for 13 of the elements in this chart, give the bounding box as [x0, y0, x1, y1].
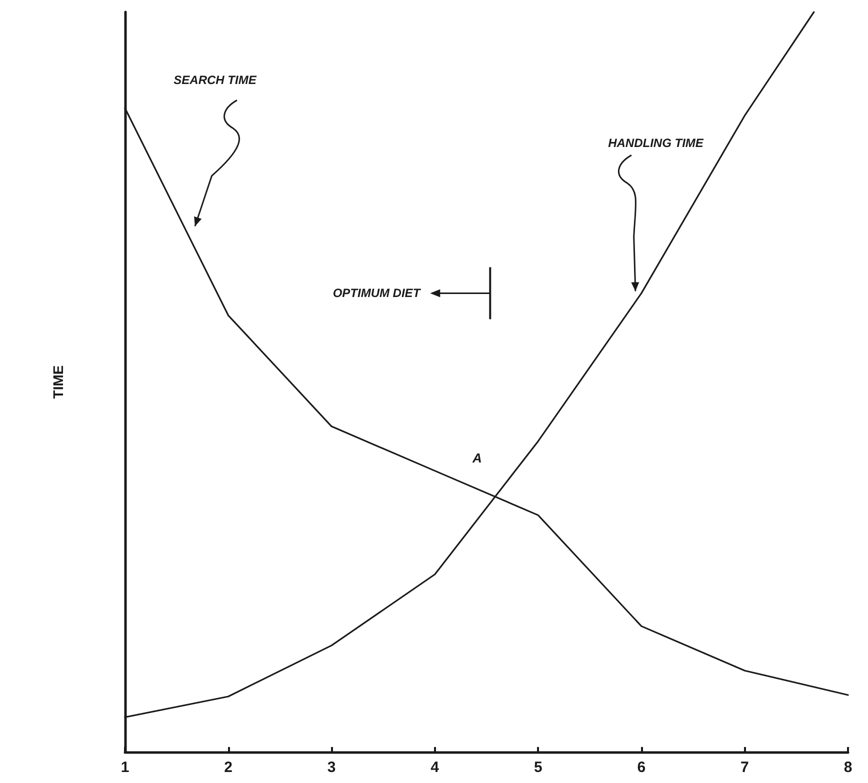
x-tick-label: 2: [224, 759, 232, 776]
x-tick-label: 1: [120, 759, 130, 776]
annotation: A: [471, 450, 482, 466]
series-label: HANDLING TIME: [608, 136, 704, 150]
text: SEARCH TIME: [174, 73, 258, 88]
x-tick-label: 7: [740, 759, 749, 776]
x-tick-label: 5: [534, 759, 542, 776]
y-axis-title: TIME: [50, 365, 66, 399]
x-tick-label: 8: [844, 759, 852, 776]
x-tick-label: 4: [430, 759, 440, 776]
x-tick-label: 6: [637, 759, 646, 776]
x-tick-label: 3: [327, 759, 336, 776]
annotation: OPTIMUM DIET: [332, 286, 422, 300]
